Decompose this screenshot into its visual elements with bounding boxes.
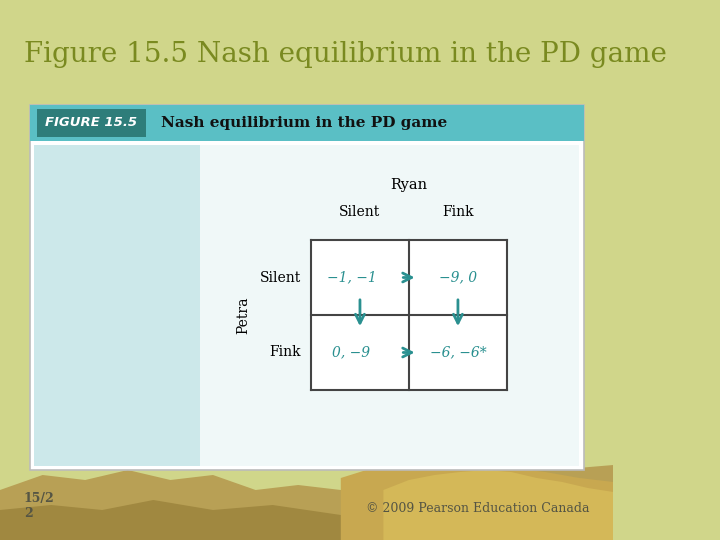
Bar [37,109,145,137]
Text: −1, −1: −1, −1 [327,271,377,285]
Bar [311,240,507,390]
Text: Silent: Silent [259,271,301,285]
Text: Fink: Fink [442,205,474,219]
Bar [30,105,584,141]
Bar [200,145,580,466]
Text: 0, −9: 0, −9 [333,346,371,360]
Polygon shape [0,500,613,540]
Text: Ryan: Ryan [390,178,428,192]
Text: FIGURE 15.5: FIGURE 15.5 [45,117,138,130]
Bar [30,105,584,470]
Text: Silent: Silent [339,205,381,219]
Text: Fink: Fink [269,346,301,360]
Text: © 2009 Pearson Education Canada: © 2009 Pearson Education Canada [366,502,590,515]
Text: 15/2
2: 15/2 2 [24,492,55,520]
Text: Petra: Petra [236,296,250,334]
Text: Figure 15.5 Nash equilibrium in the PD game: Figure 15.5 Nash equilibrium in the PD g… [24,42,667,69]
Polygon shape [0,460,613,540]
Polygon shape [341,458,613,540]
Text: −6, −6*: −6, −6* [430,346,486,360]
Text: Nash equilibrium in the PD game: Nash equilibrium in the PD game [161,116,447,130]
Bar [34,145,200,466]
Text: −9, 0: −9, 0 [439,271,477,285]
Polygon shape [383,470,613,540]
